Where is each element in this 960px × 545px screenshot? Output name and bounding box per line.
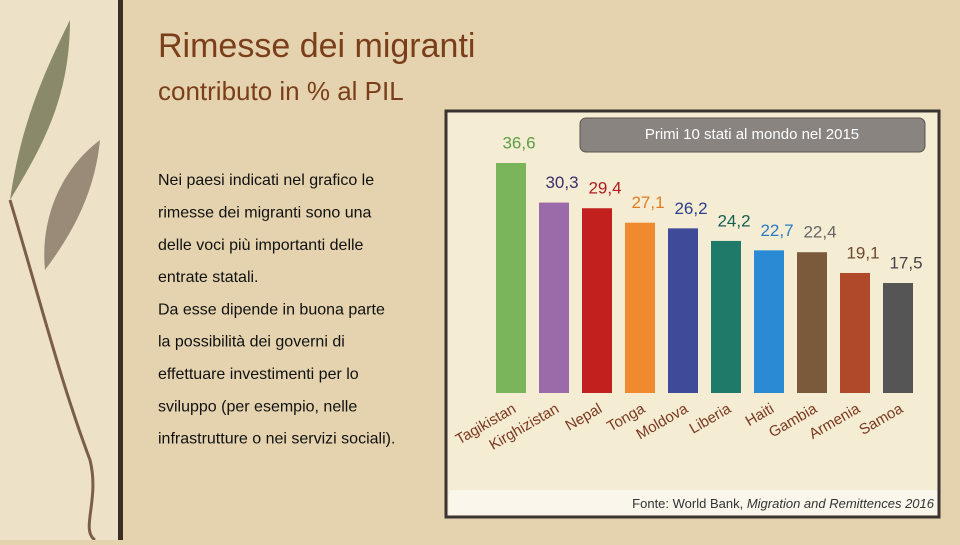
bar [797, 252, 827, 393]
body-line: effettuare investimenti per lo [158, 366, 359, 383]
bar [496, 163, 526, 393]
value-label: 36,6 [502, 133, 535, 152]
body-line: rimesse dei migranti sono una [158, 205, 372, 222]
source-text: Fonte: World Bank, [632, 496, 747, 511]
value-label: 19,1 [846, 243, 879, 262]
value-label: 24,2 [717, 211, 750, 230]
body-text: Nei paesi indicati nel grafico le rimesse… [158, 172, 395, 447]
body-line: entrate statali. [158, 269, 259, 286]
body-line: delle voci più importanti delle [158, 237, 364, 254]
bar [539, 202, 569, 393]
subtitle: contributo in % al PIL [158, 76, 404, 106]
value-label: 29,4 [588, 179, 621, 198]
stem [8, 199, 97, 542]
source-band [449, 490, 937, 515]
value-label: 30,3 [545, 173, 578, 192]
value-label: 17,5 [889, 254, 922, 273]
body-line: Da esse dipende in buona parte [158, 301, 385, 318]
bar [840, 272, 870, 393]
leaf [44, 140, 100, 270]
body-line: la possibilità dei governi di [158, 334, 345, 351]
divider [118, 0, 123, 540]
body-line: infrastrutture o nei servizi sociali). [158, 431, 395, 448]
bar [711, 240, 741, 393]
bar [883, 283, 913, 393]
title: Rimesse dei migranti [158, 27, 475, 65]
value-label: 22,7 [760, 221, 793, 240]
chart-title: Primi 10 stati al mondo nel 2015 [645, 126, 859, 143]
value-label: 27,1 [631, 193, 664, 212]
bar [582, 208, 612, 393]
source-italic: Migration and Remittences 2016 [747, 496, 935, 511]
body-line: Nei paesi indicati nel grafico le [158, 172, 374, 189]
body-line: sviluppo (per esempio, nelle [158, 398, 357, 415]
bar [625, 222, 655, 393]
chart-title-box [579, 117, 926, 153]
value-label: 22,4 [803, 223, 836, 242]
source: Fonte: World Bank, Migration and Remitte… [632, 496, 935, 511]
bar [754, 250, 784, 393]
leaf [10, 20, 70, 200]
value-label: 26,2 [674, 199, 707, 218]
bar [668, 228, 698, 393]
